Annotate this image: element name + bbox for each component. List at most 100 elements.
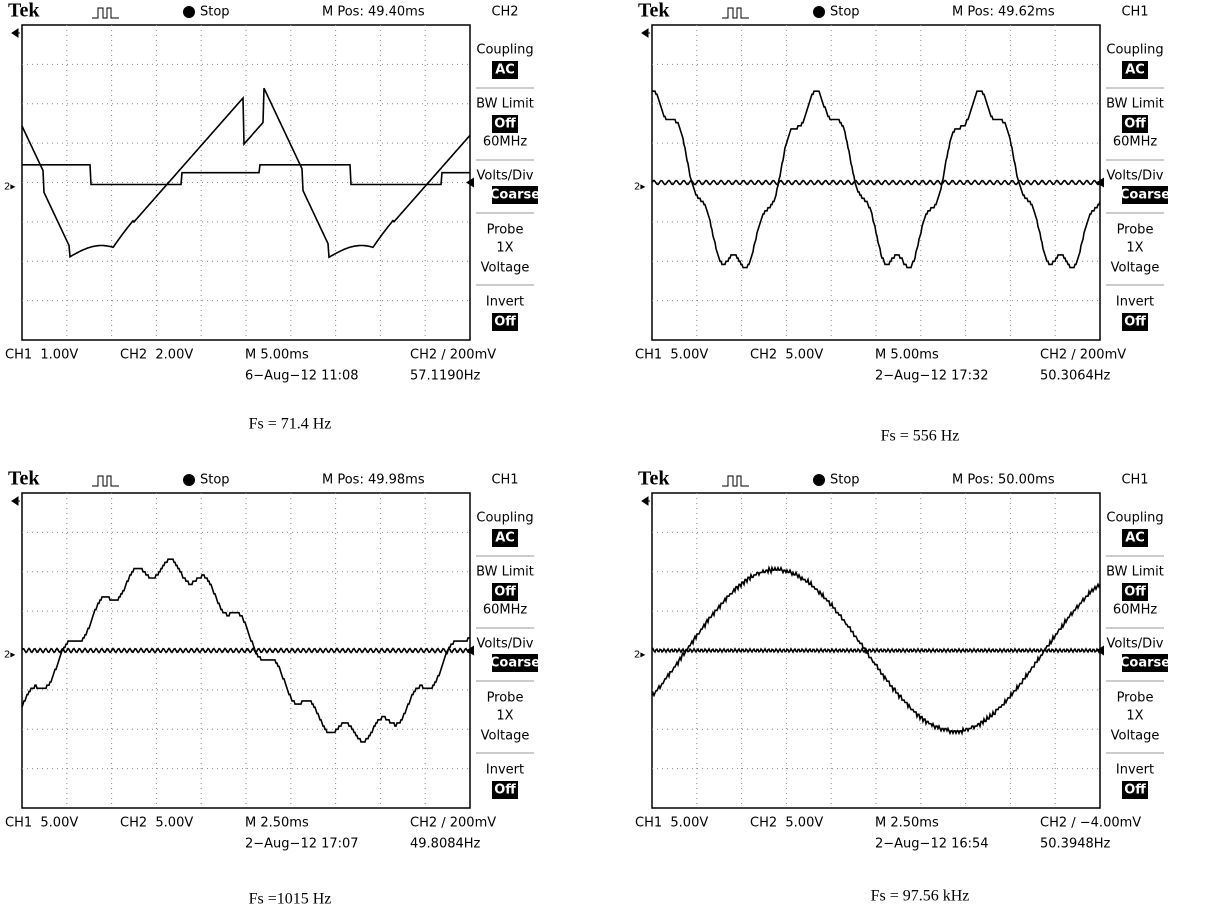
ground-marker: 2▸: [634, 650, 645, 661]
frequency: 49.8084Hz: [410, 837, 481, 852]
ground-marker: 2▸: [4, 182, 15, 193]
ch2-trace: [652, 649, 1100, 652]
status: Stop: [200, 5, 230, 20]
channel: CH2: [491, 5, 518, 20]
menu-value: Off: [494, 783, 516, 798]
status: Stop: [830, 473, 860, 488]
date: 2−Aug−12 16:54: [875, 837, 989, 852]
trigger-setting: CH2 ∕ 200mV: [1040, 348, 1126, 363]
timebase: M 5.00ms: [245, 348, 309, 363]
arrow-marker: [642, 29, 650, 37]
menu-label: BW Limit: [1106, 565, 1164, 580]
menu-label: 1X: [1126, 241, 1143, 256]
channel: CH1: [1121, 473, 1148, 488]
timebase: M 5.00ms: [875, 348, 939, 363]
ch2-trace: [652, 181, 1100, 185]
menu-label: Invert: [486, 295, 524, 310]
trigger-setting: CH2 ∕ 200mV: [410, 816, 496, 831]
menu-value: Off: [494, 117, 516, 132]
menu-value: Coarse: [1120, 656, 1170, 671]
menu-label: BW Limit: [476, 97, 534, 112]
menu-label: Coupling: [1106, 43, 1163, 58]
ch2-scale: CH2 5.00V: [120, 816, 193, 831]
menu-label: BW Limit: [476, 565, 534, 580]
frequency: 57.1190Hz: [410, 369, 481, 384]
menu-label: Probe: [487, 223, 524, 238]
ch1-scale: CH1 1.00V: [5, 348, 78, 363]
menu-label: 60MHz: [483, 603, 528, 618]
frequency: 50.3064Hz: [1040, 369, 1111, 384]
menu-label: Volts/Div: [476, 169, 533, 184]
ch1-scale: CH1 5.00V: [635, 348, 708, 363]
brand: Tek: [638, 468, 670, 490]
trigger-setting: CH2 ∕ −4.00mV: [1040, 816, 1141, 831]
menu-value: AC: [495, 531, 515, 546]
arrow-marker: [12, 497, 20, 505]
menu-value: AC: [1125, 63, 1145, 78]
menu-label: Voltage: [1111, 729, 1160, 744]
menu-label: Probe: [487, 691, 524, 706]
ch2-trace: [22, 165, 470, 185]
menu-value: Coarse: [490, 188, 540, 203]
timebase: M 2.50ms: [245, 816, 309, 831]
ground-marker: 2▸: [4, 650, 15, 661]
menu-label: 60MHz: [1113, 135, 1158, 150]
m-position: M Pos: 49.40ms: [322, 5, 425, 20]
status-dot: [813, 6, 825, 18]
menu-label: Volts/Div: [1106, 169, 1163, 184]
date: 2−Aug−12 17:07: [245, 837, 359, 852]
trigger-icon: [722, 476, 749, 486]
trigger-icon: [92, 476, 119, 486]
menu-label: 60MHz: [483, 135, 528, 150]
frequency: 50.3948Hz: [1040, 837, 1111, 852]
trigger-icon: [722, 8, 749, 18]
status-dot: [183, 6, 195, 18]
ch1-trace: [652, 91, 1100, 267]
date: 2−Aug−12 17:32: [875, 369, 989, 384]
status-dot: [183, 474, 195, 486]
arrow-marker: [12, 29, 20, 37]
caption: Fs = 97.56 kHz: [871, 888, 970, 905]
menu-label: 1X: [1126, 709, 1143, 724]
menu-label: 1X: [496, 709, 513, 724]
figure: Tek Stop M Pos: 49.40ms CH2 2▸ Coupling AC BW L…: [0, 0, 1218, 912]
menu-value: Off: [1124, 783, 1146, 798]
trigger-setting: CH2 ∕ 200mV: [410, 348, 496, 363]
menu-label: Voltage: [1111, 261, 1160, 276]
menu-label: 60MHz: [1113, 603, 1158, 618]
timebase: M 2.50ms: [875, 816, 939, 831]
caption: Fs = 556 Hz: [881, 428, 960, 445]
menu-label: Coupling: [476, 43, 533, 58]
ch2-scale: CH2 5.00V: [750, 348, 823, 363]
menu-label: Voltage: [481, 729, 530, 744]
menu-label: Coupling: [1106, 511, 1163, 526]
ch1-scale: CH1 5.00V: [5, 816, 78, 831]
status-dot: [813, 474, 825, 486]
ch2-scale: CH2 5.00V: [750, 816, 823, 831]
ground-marker: 2▸: [634, 182, 645, 193]
menu-value: Off: [1124, 117, 1146, 132]
menu-label: Probe: [1117, 223, 1154, 238]
brand: Tek: [8, 468, 40, 490]
ch2-trace: [22, 649, 470, 653]
menu-value: Off: [1124, 315, 1146, 330]
menu-value: AC: [495, 63, 515, 78]
arrow-marker: [642, 497, 650, 505]
menu-label: Invert: [1116, 763, 1154, 778]
menu-value: Off: [1124, 585, 1146, 600]
caption: Fs = 71.4 Hz: [249, 416, 332, 433]
brand: Tek: [638, 0, 670, 22]
menu-value: AC: [1125, 531, 1145, 546]
trigger-icon: [92, 8, 119, 18]
menu-label: Probe: [1117, 691, 1154, 706]
menu-label: 1X: [496, 241, 513, 256]
ch1-scale: CH1 5.00V: [635, 816, 708, 831]
date: 6−Aug−12 11:08: [245, 369, 359, 384]
channel: CH1: [491, 473, 518, 488]
menu-label: BW Limit: [1106, 97, 1164, 112]
menu-value: Coarse: [490, 656, 540, 671]
menu-value: Off: [494, 585, 516, 600]
